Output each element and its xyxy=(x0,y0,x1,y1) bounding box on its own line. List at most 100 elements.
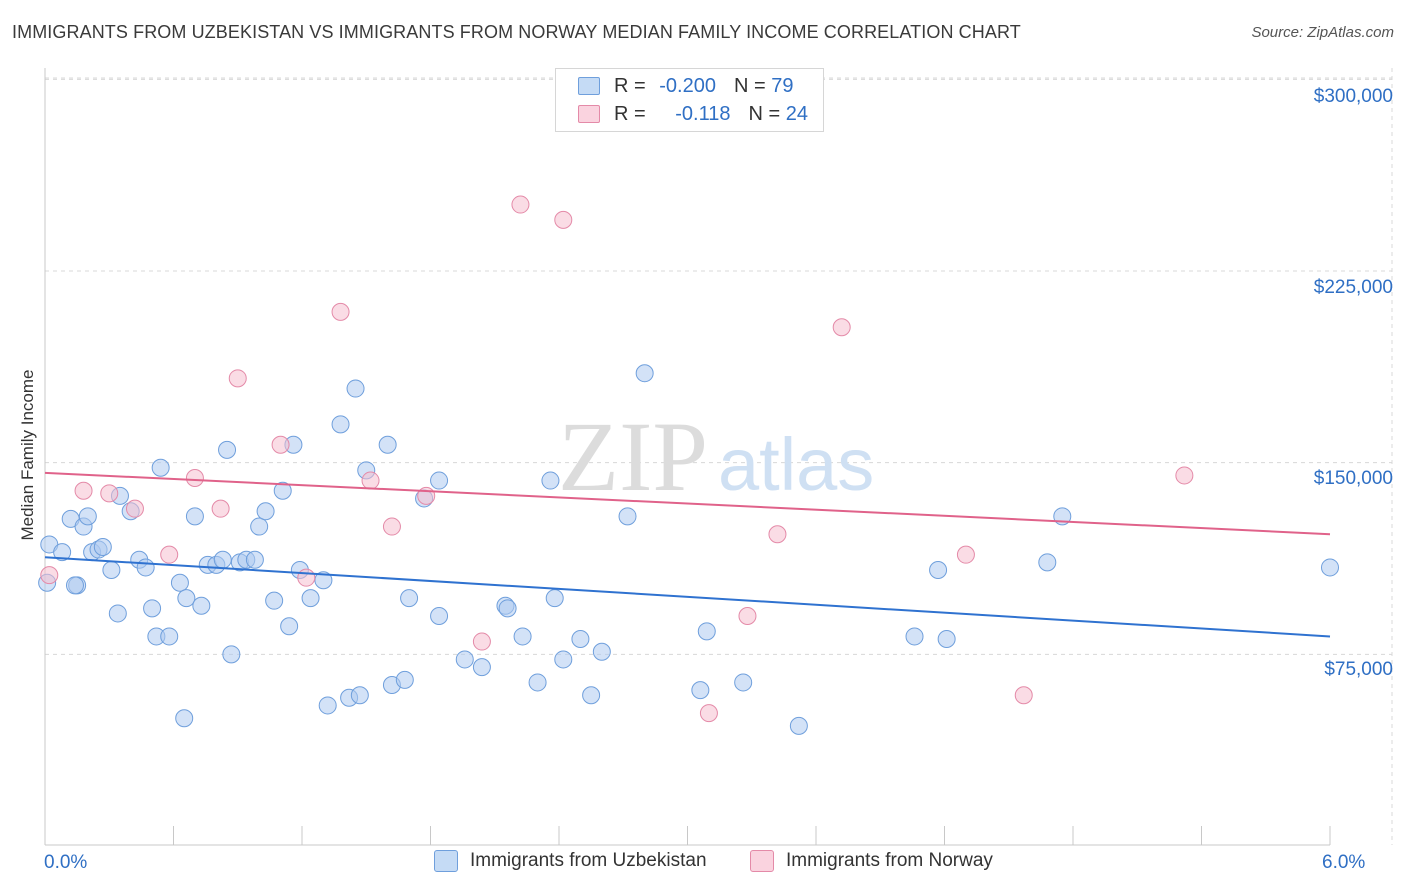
r-label: R = xyxy=(614,102,646,125)
uzbekistan-point xyxy=(177,589,196,608)
y-tick-label: $75,000 xyxy=(1324,659,1393,680)
uzbekistan-point xyxy=(618,507,637,526)
uzbekistan-point xyxy=(222,645,241,664)
trend-lines xyxy=(44,471,1331,638)
norway-point xyxy=(271,435,290,454)
legend-item-uzbekistan[interactable]: Immigrants from Uzbekistan xyxy=(434,850,707,872)
uzbekistan-point xyxy=(53,543,72,562)
norway-point xyxy=(331,302,350,321)
x-tick-label-min: 0.0% xyxy=(44,852,88,873)
norway-point xyxy=(125,499,144,518)
n-label: N = xyxy=(733,74,766,97)
norway-trend-line xyxy=(44,471,1331,536)
norway-swatch xyxy=(578,105,600,123)
norway-point xyxy=(832,318,851,337)
r-value: -0.200 xyxy=(659,74,716,97)
legend-row-norway: R = -0.118 N = 24 xyxy=(578,103,808,125)
norway-point xyxy=(74,481,93,500)
uzbekistan-point xyxy=(554,650,573,669)
norway-point xyxy=(185,469,204,487)
n-value: 24 xyxy=(785,102,808,125)
uzbekistan-swatch xyxy=(434,850,458,872)
uzbekistan-point xyxy=(280,617,299,636)
uzbekistan-point xyxy=(218,440,237,459)
uzbekistan-point xyxy=(691,681,710,700)
uzbekistan-point xyxy=(937,630,956,648)
uzbekistan-point xyxy=(346,379,365,398)
watermark-zip: ZIP xyxy=(558,401,708,512)
uzbekistan-point xyxy=(734,673,753,692)
norway-point xyxy=(160,545,179,564)
norway-point xyxy=(511,195,530,214)
watermark: ZIP atlas xyxy=(558,401,874,512)
uzbekistan-point xyxy=(430,607,449,625)
y-tick-label: $225,000 xyxy=(1313,277,1393,298)
norway-point xyxy=(382,517,401,536)
norway-point xyxy=(297,568,316,587)
uzbekistan-point xyxy=(905,627,924,646)
uzbekistan-point xyxy=(213,550,232,569)
uzbekistan-point xyxy=(250,517,269,536)
y-tick-label: $300,000 xyxy=(1313,86,1393,107)
uzbekistan-point xyxy=(108,604,127,623)
legend-item-norway[interactable]: Immigrants from Norway xyxy=(750,850,993,872)
uzbekistan-point xyxy=(273,481,292,500)
uzbekistan-point xyxy=(102,561,121,579)
legend-label: Immigrants from Uzbekistan xyxy=(470,850,707,871)
uzbekistan-point xyxy=(192,596,211,615)
uzbekistan-point xyxy=(170,573,189,592)
uzbekistan-point xyxy=(929,561,948,579)
uzbekistan-trend-line xyxy=(44,556,1331,638)
uzbekistan-point xyxy=(318,696,337,715)
uzbekistan-point xyxy=(143,599,162,618)
norway-swatch xyxy=(750,850,774,872)
norway-point xyxy=(554,210,573,229)
uzbekistan-point xyxy=(513,627,532,646)
r-value: -0.118 xyxy=(675,102,731,125)
y-tick-label: $150,000 xyxy=(1313,468,1393,489)
uzbekistan-point xyxy=(350,686,369,705)
uzbekistan-point xyxy=(528,673,547,692)
watermark-atlas: atlas xyxy=(718,423,874,506)
norway-point xyxy=(1175,466,1194,485)
correlation-legend: R = -0.200 N = 79 R = -0.118 N = 24 xyxy=(555,68,824,132)
norway-point xyxy=(40,566,59,585)
uzbekistan-point xyxy=(265,591,284,610)
source-credit: Source: ZipAtlas.com xyxy=(1251,24,1394,41)
uzbekistan-point xyxy=(430,471,449,490)
r-label: R = xyxy=(614,74,646,97)
uzbekistan-point xyxy=(498,599,517,618)
axes xyxy=(44,68,1331,846)
uzbekistan-point xyxy=(697,622,716,641)
n-label: N = xyxy=(748,102,781,125)
uzbekistan-point xyxy=(1038,553,1057,572)
norway-point xyxy=(211,499,230,518)
uzbekistan-point xyxy=(1321,558,1339,577)
uzbekistan-point xyxy=(571,630,590,648)
uzbekistan-point xyxy=(93,538,112,556)
x-tick-label-max: 6.0% xyxy=(1322,852,1366,873)
uzbekistan-point xyxy=(151,458,170,477)
uzbekistan-point xyxy=(256,502,275,521)
uzbekistan-point xyxy=(592,642,611,661)
norway-point xyxy=(768,525,787,544)
uzbekistan-point xyxy=(314,571,333,590)
y-axis-title: Median Family Income xyxy=(18,369,37,541)
norway-point xyxy=(228,369,247,388)
norway-point xyxy=(699,704,718,723)
uzbekistan-point xyxy=(245,550,264,569)
uzbekistan-point xyxy=(635,364,654,383)
uzbekistan-point xyxy=(78,507,97,526)
uzbekistan-point xyxy=(472,658,491,677)
uzbekistan-point xyxy=(789,716,808,735)
uzbekistan-point xyxy=(175,709,194,728)
legend-label: Immigrants from Norway xyxy=(786,850,993,871)
uzbekistan-point xyxy=(65,576,84,595)
uzbekistan-point xyxy=(395,670,414,689)
norway-point xyxy=(1014,686,1033,705)
uzbekistan-point xyxy=(185,507,204,526)
uzbekistan-point xyxy=(400,589,419,608)
norway-point xyxy=(100,484,119,503)
uzbekistan-point xyxy=(331,415,350,434)
